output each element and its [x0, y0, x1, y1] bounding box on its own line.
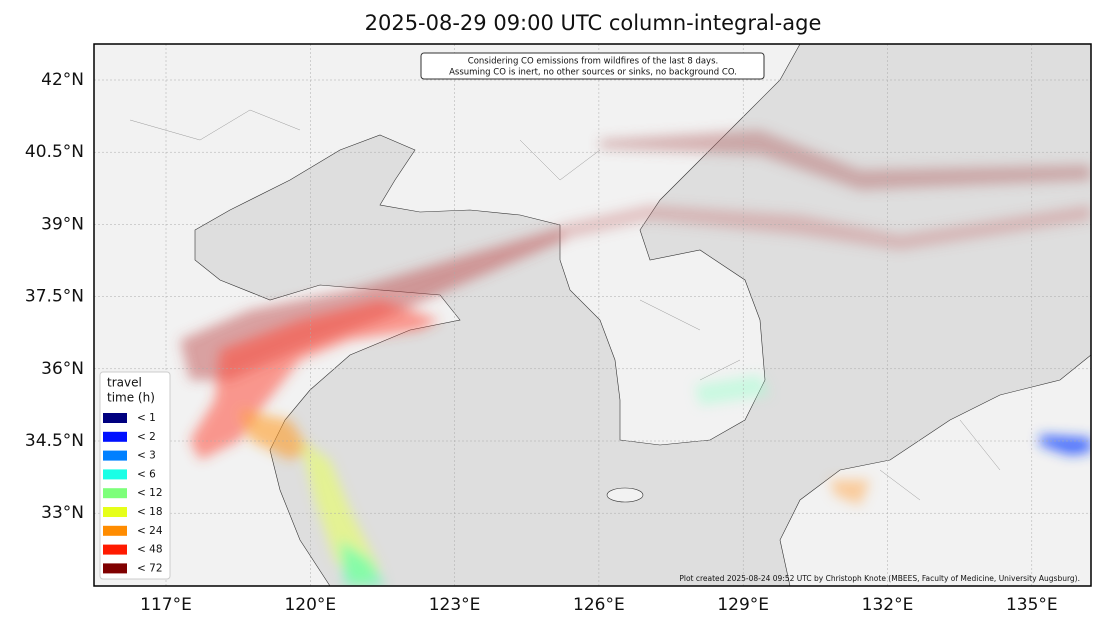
legend-swatch: [103, 488, 127, 499]
lon-label: 126°E: [573, 595, 625, 615]
plumes: [180, 130, 1091, 586]
legend-label: < 72: [137, 562, 163, 574]
note-line: Considering CO emissions from wildfires …: [468, 57, 718, 67]
legend-label: < 6: [137, 468, 156, 480]
legend-swatch: [103, 431, 127, 442]
legend-swatch: [103, 413, 127, 423]
legend-label: < 48: [137, 544, 163, 556]
legend-swatch: [103, 469, 127, 480]
legend-label: < 3: [137, 450, 156, 462]
legend-label: < 24: [137, 525, 163, 537]
legend-swatch: [103, 525, 127, 536]
legend-label: < 2: [137, 431, 156, 443]
legend-swatch: [103, 544, 127, 555]
lon-label: 123°E: [429, 595, 481, 615]
map-frame: [93, 43, 1092, 587]
credit: Plot created 2025-08-24 09:52 UTC by Chr…: [679, 574, 1080, 583]
lat-label: 37.5°N: [25, 287, 84, 307]
note-box: [420, 52, 765, 80]
legend-label: < 18: [137, 506, 163, 518]
lat-label: 40.5°N: [25, 142, 84, 162]
lat-label: 36°N: [41, 359, 84, 379]
lat-label: 33°N: [41, 503, 84, 523]
legend-swatch: [103, 563, 127, 574]
lat-label: 34.5°N: [25, 431, 84, 451]
legend-title: travel: [107, 376, 142, 390]
legend-label: < 1: [137, 412, 156, 424]
legend-swatch: [103, 450, 127, 461]
lon-label: 132°E: [862, 595, 914, 615]
lat-label: 42°N: [41, 70, 84, 90]
note-line: Assuming CO is inert, no other sources o…: [449, 68, 737, 78]
lon-label: 120°E: [284, 595, 336, 615]
borders: [129, 109, 1001, 501]
lon-label: 129°E: [717, 595, 769, 615]
legend-title: time (h): [107, 391, 155, 405]
legend-swatch: [103, 507, 127, 517]
map-title: 2025-08-29 09:00 UTC column-integral-age: [365, 11, 822, 35]
map-area: [94, 44, 1091, 586]
island: [606, 487, 644, 503]
lon-label: 117°E: [140, 595, 192, 615]
lon-label: 135°E: [1006, 595, 1058, 615]
lat-label: 39°N: [41, 214, 84, 234]
legend-label: < 12: [137, 487, 163, 499]
